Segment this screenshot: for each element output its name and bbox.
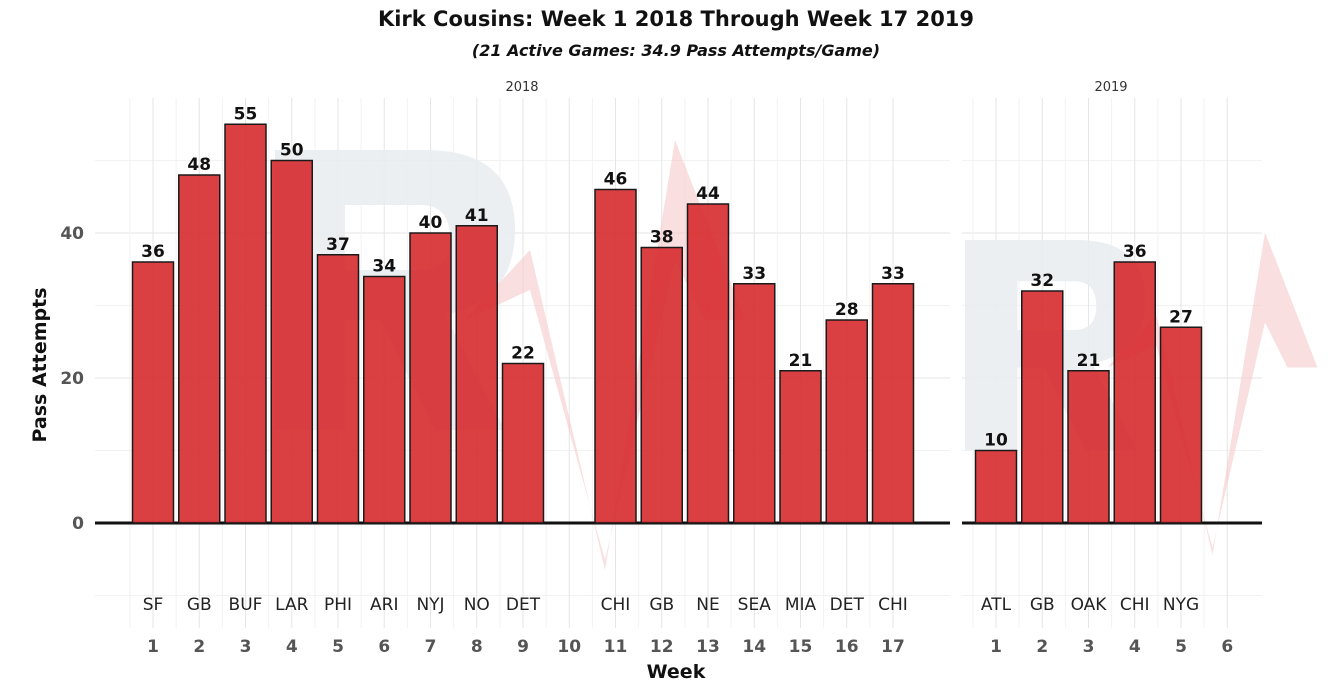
bar-2018-week-1 [131,261,175,524]
bar-value-label: 40 [419,213,443,233]
bar-2018-week-5 [316,254,360,524]
opponent-label: ARI [370,595,398,615]
bar-2018-week-16 [825,319,868,524]
x-tick-label: 1 [990,637,1002,657]
bar-2019-week-1 [974,449,1018,524]
bar-value-label: 21 [789,351,813,371]
bar-value-label: 36 [1123,242,1147,262]
bar-2018-week-14 [733,283,776,524]
bar-2018-week-17 [871,283,915,524]
bar-2019-week-5 [1159,326,1203,524]
opponent-label: DET [830,595,865,615]
opponent-label: GB [187,595,212,615]
bar-value-label: 44 [696,184,720,204]
opponent-label: PHI [324,595,352,615]
x-tick-label: 2 [1036,637,1048,657]
opponent-label: CHI [878,595,908,615]
opponent-label: NYJ [416,595,444,615]
bar-value-label: 50 [280,141,304,161]
x-tick-label: 2 [193,637,205,657]
opponent-label: CHI [601,595,631,615]
x-tick-label: 15 [789,637,813,657]
bar-2019-week-2 [1021,290,1064,524]
x-tick-label: 5 [332,637,344,657]
x-tick-label: 3 [240,637,252,657]
opponent-label: NYG [1163,595,1199,615]
opponent-label: NE [696,595,719,615]
x-tick-label: 3 [1083,637,1095,657]
opponent-label: SF [143,595,164,615]
opponent-label: ATL [981,595,1012,615]
opponent-label: BUF [229,595,263,615]
bar-value-label: 55 [234,104,258,124]
bar-value-label: 27 [1169,307,1193,327]
bar-2018-week-6 [363,275,406,524]
bar-value-label: 21 [1077,351,1101,371]
x-tick-label: 6 [1221,637,1233,657]
bar-value-label: 22 [511,344,535,364]
bars-layer [95,123,1262,525]
labels-layer: 36SF148GB255BUF350LAR437PHI534ARI640NYJ7… [60,104,1233,657]
x-tick-label: 10 [557,637,581,657]
bar-value-label: 28 [835,300,859,320]
bar-2018-week-12 [640,246,683,524]
bar-2018-week-8 [455,225,498,524]
x-tick-label: 5 [1175,637,1187,657]
y-tick-label: 0 [72,514,84,534]
facet-label-2018: 2018 [505,80,538,95]
x-tick-label: 8 [471,637,483,657]
x-axis-title: Week [647,661,706,683]
opponent-label: GB [649,595,674,615]
bar-value-label: 10 [984,431,1008,451]
x-tick-label: 16 [835,637,859,657]
opponent-label: NO [464,595,490,615]
chart-subtitle: (21 Active Games: 34.9 Pass Attempts/Gam… [472,41,880,60]
bar-2018-week-11 [594,188,637,524]
x-tick-label: 4 [286,637,298,657]
bar-2018-week-9 [501,362,545,524]
x-tick-label: 17 [881,637,905,657]
bar-2018-week-7 [409,232,452,524]
bar-value-label: 46 [604,170,628,190]
x-tick-label: 9 [517,637,529,657]
bar-2018-week-2 [178,174,221,524]
opponent-label: CHI [1120,595,1150,615]
x-tick-label: 6 [378,637,390,657]
bar-2018-week-13 [686,203,730,524]
opponent-label: OAK [1071,595,1108,615]
facet-label-2019: 2019 [1094,80,1127,95]
bar-2019-week-3 [1067,370,1110,524]
bar-value-label: 32 [1030,271,1054,291]
x-tick-label: 13 [696,637,720,657]
opponent-label: MIA [785,595,817,615]
bar-value-label: 34 [372,257,396,277]
bar-value-label: 48 [187,155,211,175]
bar-2019-week-4 [1113,261,1156,524]
bar-value-label: 38 [650,228,674,248]
bar-value-label: 41 [465,206,489,226]
bar-value-label: 37 [326,235,350,255]
x-tick-label: 7 [425,637,437,657]
x-tick-label: 11 [604,637,628,657]
x-tick-label: 4 [1129,637,1141,657]
y-tick-label: 40 [60,224,84,244]
chart-title: Kirk Cousins: Week 1 2018 Through Week 1… [378,7,974,31]
opponent-label: LAR [275,595,308,615]
bar-value-label: 36 [141,242,165,262]
opponent-label: GB [1030,595,1055,615]
opponent-label: DET [506,595,541,615]
y-tick-label: 20 [60,369,84,389]
x-tick-label: 1 [147,637,159,657]
bar-2018-week-15 [779,370,822,524]
x-tick-label: 14 [742,637,766,657]
bar-2018-week-3 [224,123,267,524]
opponent-label: SEA [738,595,772,615]
x-tick-label: 12 [650,637,674,657]
bar-2018-week-4 [270,159,313,524]
bar-value-label: 33 [881,264,905,284]
y-axis-title: Pass Attempts [29,287,51,442]
bar-value-label: 33 [742,264,766,284]
